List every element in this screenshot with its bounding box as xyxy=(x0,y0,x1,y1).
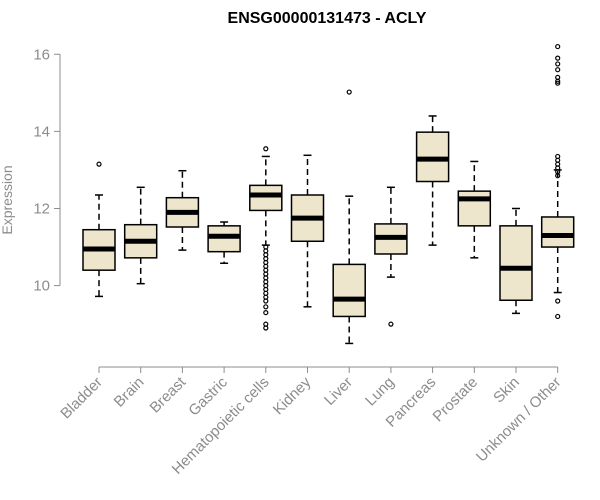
box-iqr xyxy=(332,263,366,318)
box-unknown-other xyxy=(540,43,575,320)
box-bladder xyxy=(82,161,116,298)
box-brain xyxy=(123,186,158,285)
y-axis: 10 12 14 16 xyxy=(33,46,61,295)
box-lung xyxy=(374,186,408,327)
outlier-point xyxy=(555,78,561,84)
outlier-point xyxy=(263,325,269,331)
box-pancreas xyxy=(415,115,450,246)
x-tick-label: Kidney xyxy=(270,373,315,418)
x-tick-label: Prostate xyxy=(430,374,482,426)
x-tick-label: Lung xyxy=(362,374,398,410)
box-kidney xyxy=(290,154,325,308)
chart-title: ENSG00000131473 - ACLY xyxy=(228,10,427,27)
x-tick-label: Breast xyxy=(147,373,190,416)
x-tick-label: Skin xyxy=(490,374,523,407)
outlier-point xyxy=(555,173,561,179)
outlier-point xyxy=(555,61,561,67)
outlier-point xyxy=(555,298,561,304)
outlier-point xyxy=(263,309,269,316)
box-hematopoietic-cells xyxy=(249,146,283,331)
box-iqr xyxy=(249,184,283,212)
box-liver xyxy=(332,89,366,345)
x-tick-label: Bladder xyxy=(57,374,106,423)
y-tick-label: 10 xyxy=(33,278,50,295)
outlier-point xyxy=(555,80,561,86)
box-breast xyxy=(165,169,200,251)
outlier-point xyxy=(263,146,269,152)
y-tick-label: 12 xyxy=(33,200,50,217)
outlier-point xyxy=(388,321,394,327)
outlier-point xyxy=(555,67,561,73)
box-skin xyxy=(499,207,533,315)
y-tick-label: 16 xyxy=(33,46,50,63)
outlier-point xyxy=(263,304,269,310)
box-iqr xyxy=(540,216,575,248)
box-gastric xyxy=(207,221,241,264)
outlier-point xyxy=(96,161,102,167)
boxes-group xyxy=(82,43,575,345)
outlier-point xyxy=(263,298,269,304)
y-axis-label: Expression xyxy=(0,165,15,234)
outlier-point xyxy=(555,43,561,50)
y-tick-label: 14 xyxy=(33,123,50,140)
box-iqr xyxy=(207,225,241,253)
x-tick-label: Liver xyxy=(321,374,356,409)
outlier-point xyxy=(555,55,561,61)
box-prostate xyxy=(457,160,492,259)
outlier-point xyxy=(555,313,561,320)
outlier-point xyxy=(346,89,352,95)
box-iqr xyxy=(499,225,533,302)
box-iqr xyxy=(457,190,492,227)
x-tick-label: Brain xyxy=(111,374,148,411)
